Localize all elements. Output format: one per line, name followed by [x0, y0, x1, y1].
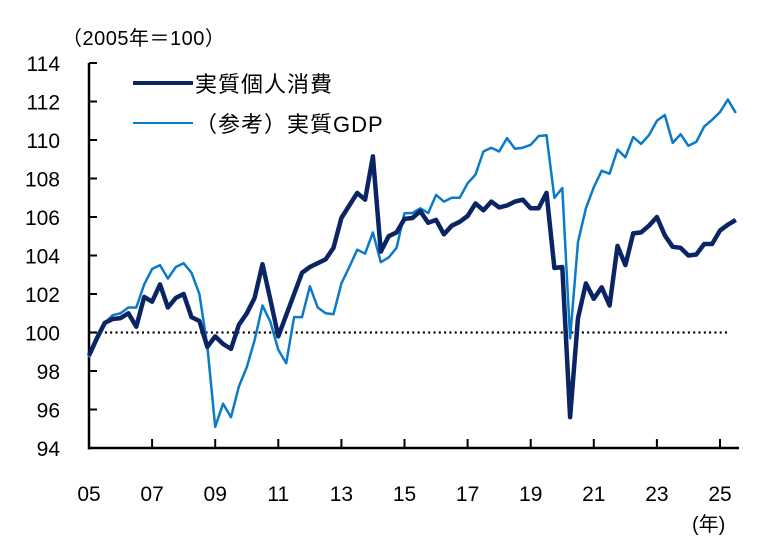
y-tick-label: 110 [27, 130, 60, 153]
y-tick-label: 112 [27, 92, 60, 115]
x-tick-label: 19 [519, 483, 542, 506]
y-axis-unit-label: （2005年＝100） [62, 28, 226, 50]
x-axis-unit-label: (年) [692, 514, 726, 536]
x-tick-label: 07 [140, 483, 163, 506]
legend-item-gdp: （参考）実質GDP [133, 106, 384, 140]
y-tick-label: 108 [25, 169, 60, 192]
x-tick-label: 13 [330, 483, 353, 506]
x-tick-label: 23 [645, 483, 668, 506]
consumption-series-line [86, 154, 737, 420]
x-tick-label: 25 [708, 483, 731, 506]
x-tick-label: 17 [456, 483, 479, 506]
y-tick-label: 102 [25, 284, 60, 307]
y-tick-labels: 94 96 98 100 102 104 106 108 110 112 114 [25, 53, 60, 461]
legend-item-consumption: 実質個人消費 [133, 66, 384, 100]
legend-swatch-gdp [133, 122, 193, 124]
legend-label-consumption: 実質個人消費 [195, 72, 334, 97]
y-tick-label: 106 [25, 207, 60, 230]
y-tick-label: 94 [37, 438, 61, 461]
legend-label-gdp: （参考）実質GDP [195, 112, 384, 137]
y-tick-label: 96 [37, 400, 60, 423]
x-tick-label: 21 [582, 483, 605, 506]
x-tick-label: 11 [267, 483, 289, 506]
x-tick-label: 15 [393, 483, 416, 506]
x-tick-label: 09 [204, 483, 227, 506]
y-tick-label: 104 [25, 246, 60, 269]
legend: 実質個人消費 （参考）実質GDP [133, 66, 384, 146]
y-tick-label: 98 [37, 361, 60, 384]
y-tick-label: 114 [27, 53, 61, 76]
gdp-series-line [87, 98, 737, 429]
x-tick-label: 05 [77, 483, 100, 506]
x-tick-labels: 05 07 09 11 13 15 17 19 21 23 25 [77, 483, 731, 506]
legend-swatch-consumption [133, 81, 193, 85]
y-tick-label: 100 [25, 323, 60, 346]
